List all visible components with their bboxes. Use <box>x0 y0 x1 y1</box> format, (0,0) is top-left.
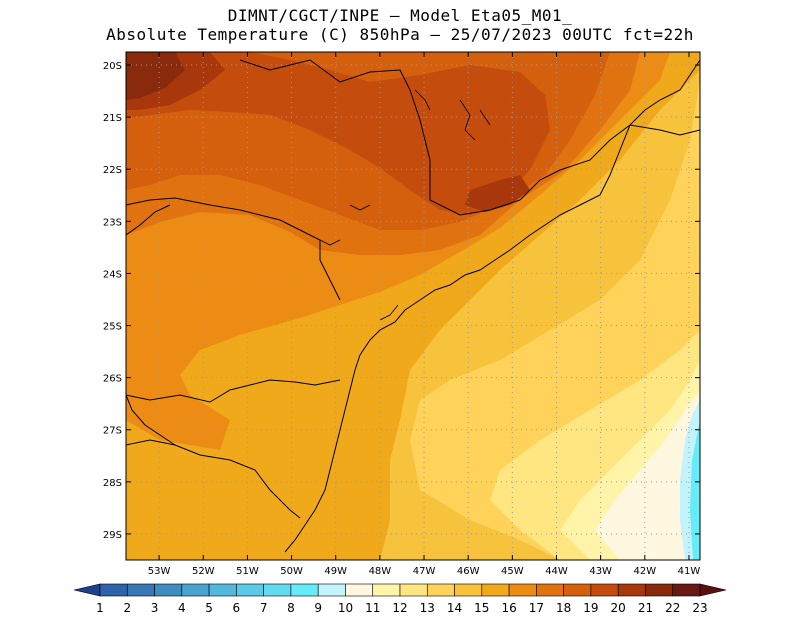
colorbar-label: 22 <box>665 601 680 615</box>
colorbar-label: 9 <box>314 601 322 615</box>
colorbar-box <box>181 583 210 597</box>
temp-band-20 <box>126 52 550 215</box>
lat-tick-label: 25S <box>103 322 122 333</box>
colorbar-label: 12 <box>392 601 407 615</box>
temp-band-9 <box>690 420 700 560</box>
river-network <box>319 89 491 321</box>
colorbar-box <box>590 583 619 597</box>
lon-tick-label: 50W <box>280 566 303 576</box>
map-title-line2: Absolute Temperature (C) 850hPa – 25/07/… <box>106 25 694 44</box>
lat-tick-label: 20S <box>103 61 122 72</box>
coastline <box>284 59 700 553</box>
state-border-mg-sp <box>239 59 521 216</box>
colorbar-label: 15 <box>474 601 489 615</box>
colorbar-box <box>317 583 346 597</box>
colorbar-labels: 1 2 3 4 5 6 7 8 9 10 11 12 13 14 15 16 17 18 19 20 21 22 23 <box>96 601 707 615</box>
colorbar-box <box>481 583 510 597</box>
lat-tick-label: 28S <box>103 478 122 489</box>
colorbar-label: 11 <box>365 601 380 615</box>
state-border-mg-rj-es <box>519 124 631 201</box>
state-border-pr-sc <box>126 379 341 403</box>
colorbar-box <box>536 583 564 597</box>
longitude-labels: 53W 52W 51W 50W 49W 48W 47W 46W 45W 44W 43W 42W 41W <box>148 566 701 576</box>
colorbar-box <box>208 583 237 597</box>
lat-tick-label: 22S <box>103 165 122 176</box>
colorbar-label: 10 <box>338 601 353 615</box>
lon-tick-label: 51W <box>236 566 259 576</box>
colorbar-label: 16 <box>501 601 516 615</box>
colorbar-label: 19 <box>583 601 598 615</box>
colorbar-box <box>617 583 646 597</box>
temperature-field <box>126 52 700 560</box>
colorbar-label: 7 <box>260 601 268 615</box>
map-title-line1: DIMNT/CGCT/INPE – Model Eta05_M01_ <box>227 6 573 25</box>
coastline-borders <box>126 59 700 553</box>
lon-tick-label: 53W <box>148 566 171 576</box>
colorbar-label: 13 <box>420 601 435 615</box>
colorbar-box <box>126 583 155 597</box>
colorbar: 1 2 3 4 5 6 7 8 9 10 11 12 13 14 15 16 17 18 19 20 21 22 23 <box>73 583 727 615</box>
colorbar-boxes <box>73 583 727 597</box>
colorbar-box <box>345 583 374 597</box>
lat-tick-label: 21S <box>103 113 122 124</box>
colorbar-box <box>426 583 455 597</box>
temp-band-21-east <box>465 175 530 212</box>
colorbar-box <box>508 583 537 597</box>
lat-tick-label: 23S <box>103 217 122 228</box>
colorbar-box <box>236 583 264 597</box>
colorbar-label: 8 <box>287 601 295 615</box>
border-ms-pr <box>126 204 171 236</box>
lat-tick-label: 26S <box>103 374 122 385</box>
colorbar-label: 17 <box>529 601 544 615</box>
colorbar-box <box>154 583 183 597</box>
lon-tick-label: 46W <box>457 566 480 576</box>
colorbar-box <box>645 583 674 597</box>
colorbar-label: 1 <box>96 601 104 615</box>
latitude-labels: 20S 21S 22S 23S 24S 25S 26S 27S 28S 29S <box>103 61 122 541</box>
colorbar-label: 20 <box>611 601 626 615</box>
colorbar-box <box>563 583 592 597</box>
lat-tick-label: 29S <box>103 530 122 541</box>
colorbar-label: 6 <box>233 601 241 615</box>
colorbar-box <box>454 583 483 597</box>
lon-tick-label: 41W <box>678 566 701 576</box>
lon-tick-label: 48W <box>369 566 392 576</box>
colorbar-arrow-low <box>73 583 101 597</box>
lon-tick-label: 45W <box>501 566 524 576</box>
colorbar-label: 2 <box>123 601 131 615</box>
state-border-sc-rs <box>126 439 301 519</box>
lat-lon-grid <box>126 52 700 560</box>
colorbar-box <box>290 583 319 597</box>
colorbar-label: 4 <box>178 601 186 615</box>
temperature-map: 20S 21S 22S 23S 24S 25S 26S 27S 28S 29S 53W 52W 51W… <box>103 51 701 576</box>
colorbar-box <box>372 583 401 597</box>
temp-band-22 <box>126 52 185 100</box>
colorbar-arrow-high <box>699 583 727 597</box>
colorbar-box <box>672 583 701 597</box>
colorbar-label: 21 <box>638 601 653 615</box>
colorbar-label: 3 <box>151 601 159 615</box>
lon-tick-label: 47W <box>413 566 436 576</box>
lat-tick-label: 27S <box>103 426 122 437</box>
colorbar-box <box>263 583 292 597</box>
colorbar-label: 23 <box>692 601 707 615</box>
colorbar-box <box>99 583 128 597</box>
border-argentina <box>126 394 176 446</box>
state-border-es <box>629 124 700 136</box>
temp-band-11 <box>595 390 700 560</box>
map-frame <box>125 51 701 561</box>
lon-tick-label: 44W <box>545 566 568 576</box>
lon-tick-label: 42W <box>633 566 656 576</box>
lon-tick-label: 52W <box>192 566 215 576</box>
lon-tick-label: 49W <box>324 566 347 576</box>
colorbar-label: 14 <box>447 601 462 615</box>
lat-tick-label: 24S <box>103 269 122 280</box>
state-border-sp-pr <box>126 197 341 301</box>
lon-tick-label: 43W <box>589 566 612 576</box>
colorbar-label: 5 <box>205 601 213 615</box>
colorbar-label: 18 <box>556 601 571 615</box>
colorbar-box <box>399 583 428 597</box>
